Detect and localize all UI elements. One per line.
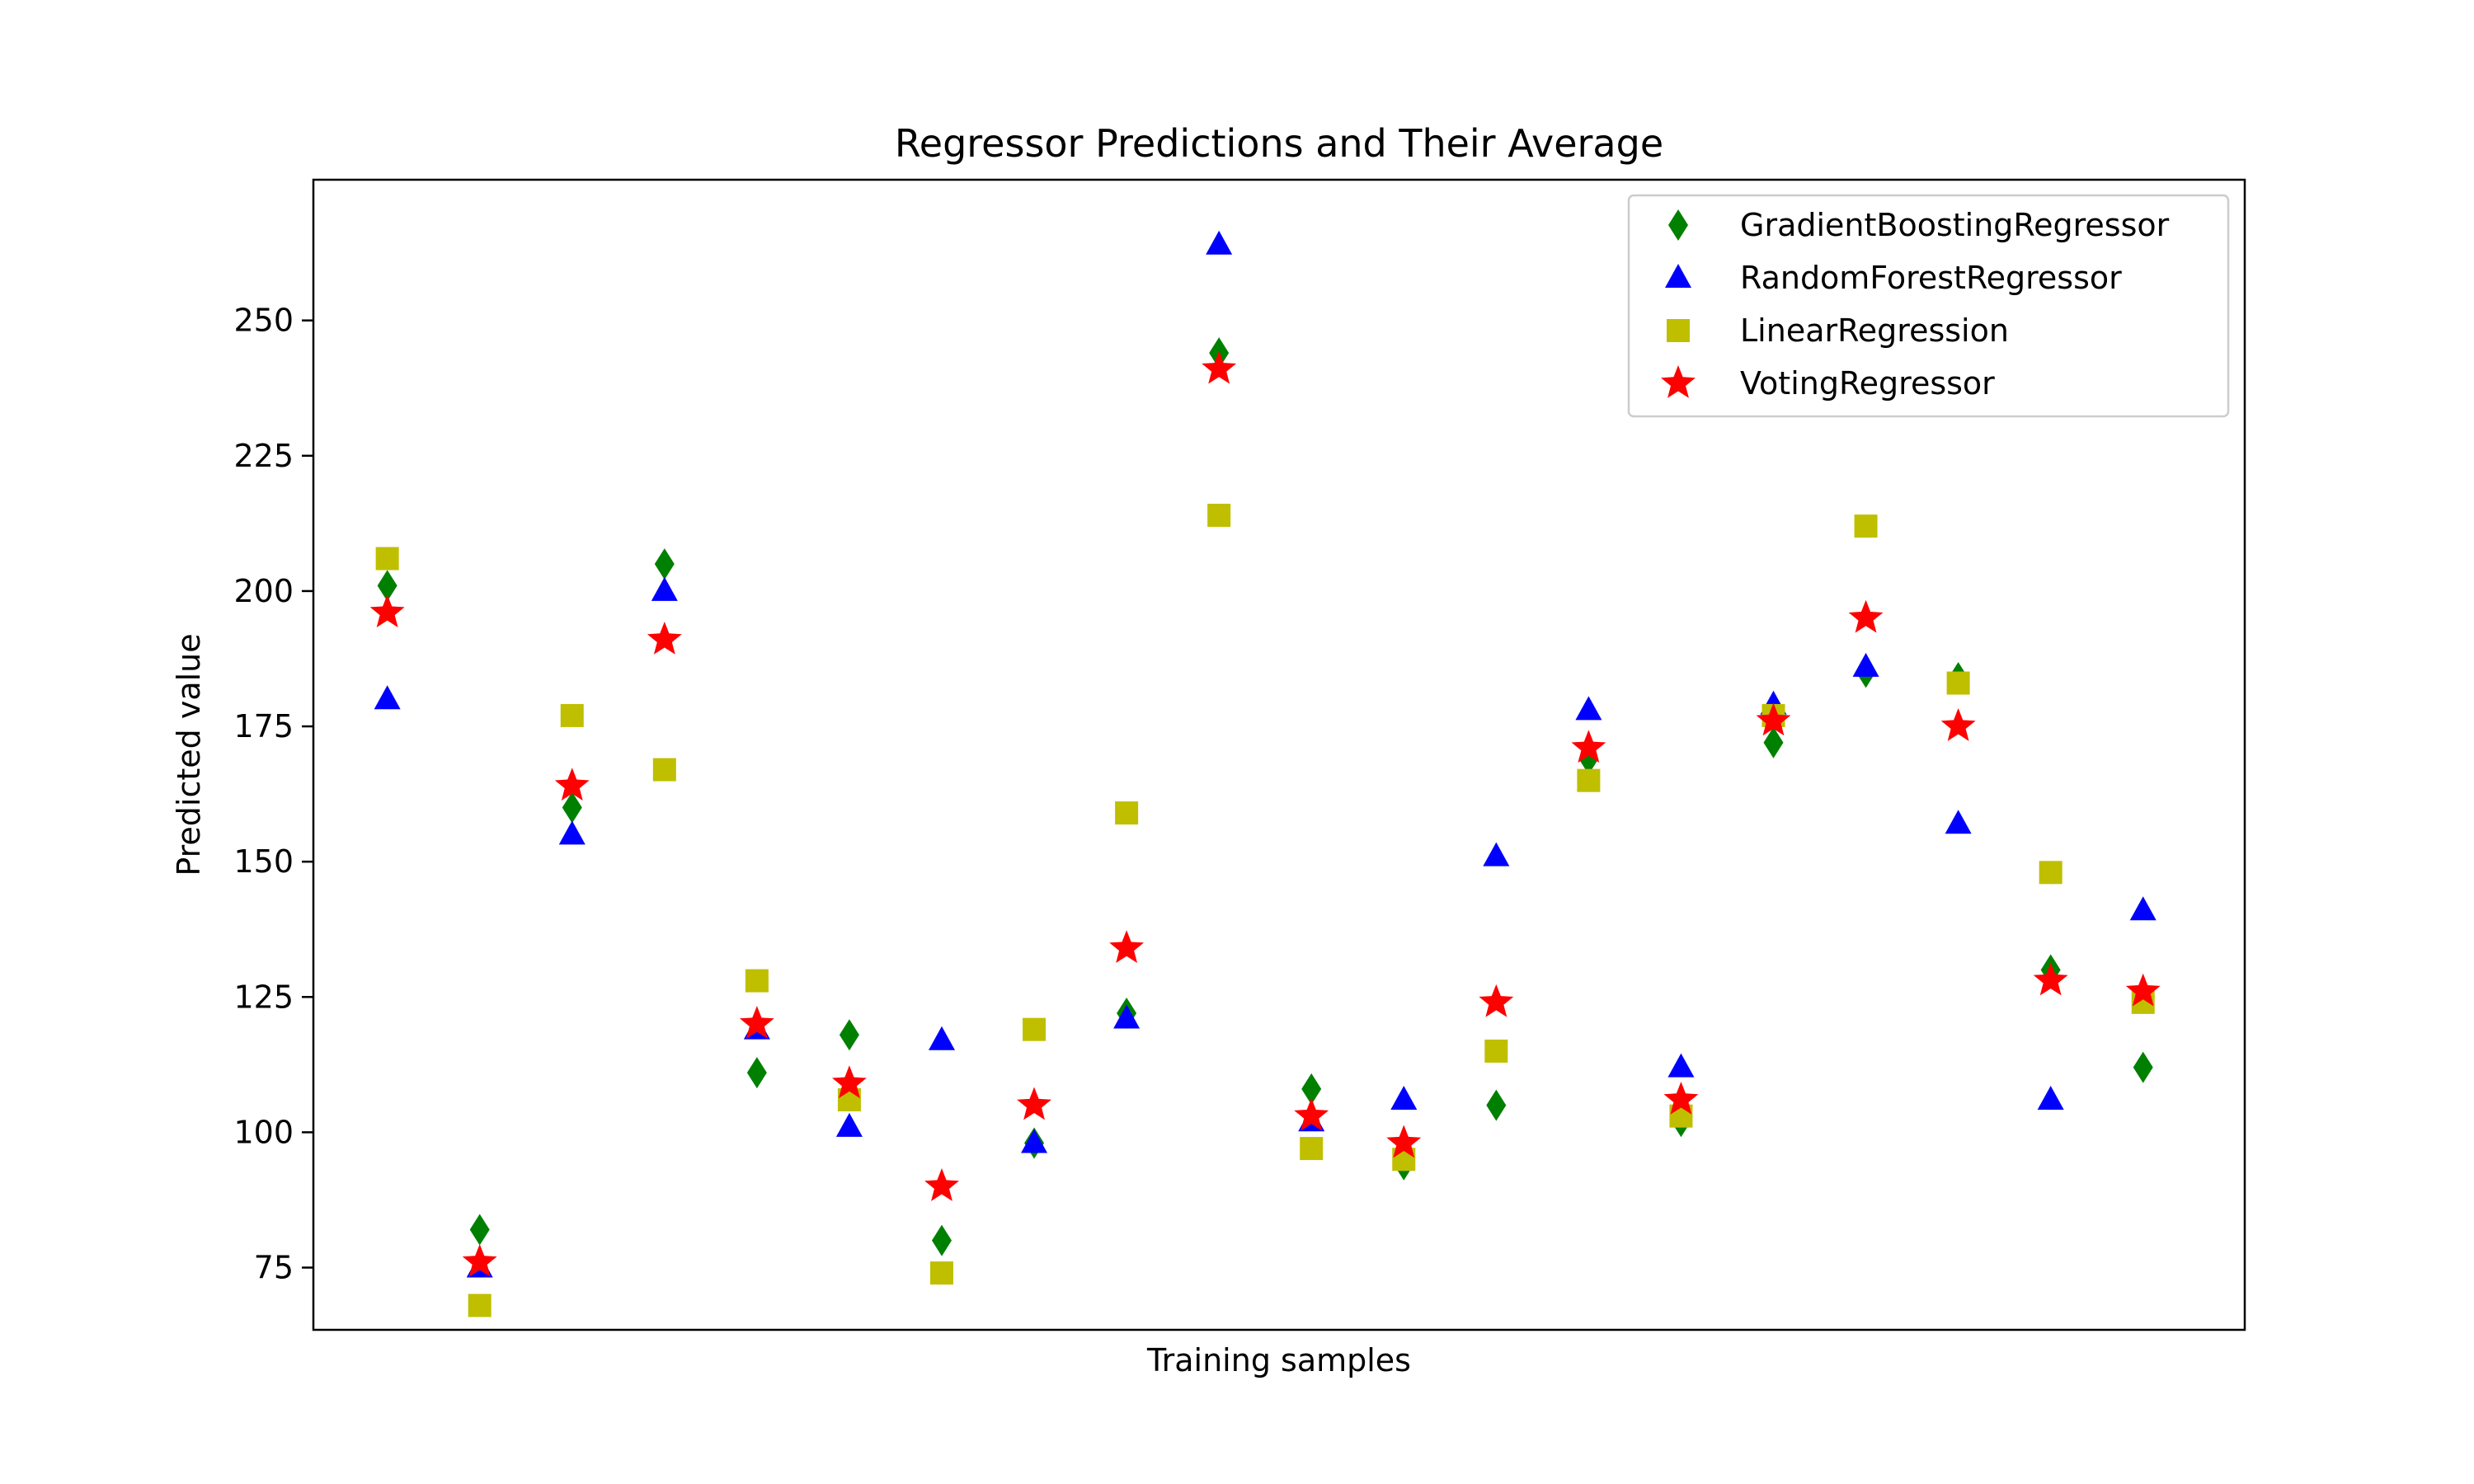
data-point (1854, 514, 1878, 538)
y-tick-label: 200 (233, 573, 294, 609)
data-point (1206, 230, 1233, 255)
legend-label: GradientBoostingRegressor (1740, 207, 2170, 243)
y-tick-label: 75 (254, 1250, 294, 1286)
data-point (746, 1057, 767, 1089)
data-point (745, 969, 769, 993)
legend-label: RandomForestRegressor (1740, 260, 2122, 296)
data-point (931, 1224, 952, 1256)
data-point (1113, 1004, 1141, 1029)
data-point (558, 820, 586, 845)
data-point (2033, 962, 2068, 996)
y-tick-label: 150 (233, 843, 294, 880)
data-point (1017, 1087, 1051, 1120)
data-point (2039, 861, 2062, 885)
y-tick-label: 125 (233, 979, 294, 1015)
data-point (1663, 1082, 1699, 1115)
data-point (1023, 1017, 1047, 1041)
x-axis-label: Training samples (1146, 1342, 1411, 1378)
data-point (839, 1019, 859, 1051)
data-point (1386, 1125, 1422, 1158)
data-point (1763, 726, 1784, 758)
data-point (1848, 599, 1884, 633)
data-point (374, 685, 401, 710)
y-axis-ticks: 75 100 125 150 175 200 225 250 (233, 303, 313, 1286)
data-point (468, 1294, 492, 1317)
data-point (1202, 350, 1237, 384)
data-point (2125, 973, 2161, 1007)
legend-box (1627, 194, 2230, 418)
data-point (2037, 1086, 2064, 1110)
data-point (1021, 1129, 1048, 1153)
data-point (1484, 1039, 1508, 1063)
data-point (1301, 1073, 1322, 1105)
data-point (1207, 504, 1231, 528)
data-point (1940, 708, 1976, 741)
y-tick-label: 100 (233, 1114, 294, 1150)
data-point (1756, 702, 1791, 736)
data-point (562, 791, 582, 824)
data-point (369, 594, 405, 627)
data-point (1852, 652, 1879, 677)
data-point (1483, 842, 1510, 866)
y-tick-label: 250 (233, 303, 294, 339)
data-point (560, 703, 584, 727)
legend-marker (1665, 264, 1691, 288)
data-point (924, 1168, 959, 1201)
data-point (469, 1214, 490, 1246)
legend-marker (1668, 209, 1688, 241)
series-diamond (377, 337, 2153, 1256)
data-point (377, 570, 397, 602)
y-axis-label: Predicted value (171, 633, 207, 876)
data-point (1115, 801, 1139, 825)
data-point (1571, 730, 1606, 763)
data-point (1667, 1053, 1695, 1078)
data-point (2129, 896, 2157, 921)
data-point (1109, 930, 1145, 963)
legend-marker (1661, 365, 1696, 398)
data-points (369, 230, 2161, 1317)
legend-marker (1667, 319, 1690, 342)
data-point (654, 548, 675, 580)
data-point (462, 1243, 497, 1277)
data-point (1946, 671, 1970, 695)
chart-title: Regressor Predictions and Their Average (895, 121, 1663, 166)
data-point (1479, 984, 1514, 1017)
plot-frame (312, 178, 2246, 1331)
data-point (1300, 1137, 1324, 1161)
data-point (835, 1112, 863, 1137)
data-point (1945, 810, 1972, 834)
data-point (554, 768, 590, 801)
data-point (928, 1026, 955, 1050)
series-star (369, 350, 2161, 1277)
y-tick-label: 225 (233, 438, 294, 474)
data-point (739, 1006, 774, 1039)
legend: GradientBoostingRegressor RandomForestReg… (1627, 194, 2230, 418)
data-point (1577, 768, 1601, 792)
data-point (929, 1261, 953, 1285)
legend-label: VotingRegressor (1740, 365, 1995, 402)
data-point (1486, 1089, 1507, 1121)
data-point (651, 576, 678, 601)
data-point (2133, 1051, 2153, 1083)
data-point (647, 622, 682, 655)
data-point (832, 1065, 867, 1099)
series-square (375, 504, 2155, 1317)
data-point (1575, 696, 1602, 721)
data-point (652, 758, 676, 782)
data-point (1390, 1086, 1418, 1110)
y-tick-label: 175 (233, 708, 294, 744)
legend-label: LinearRegression (1740, 312, 2009, 349)
data-point (375, 547, 399, 571)
data-point (1294, 1097, 1329, 1131)
